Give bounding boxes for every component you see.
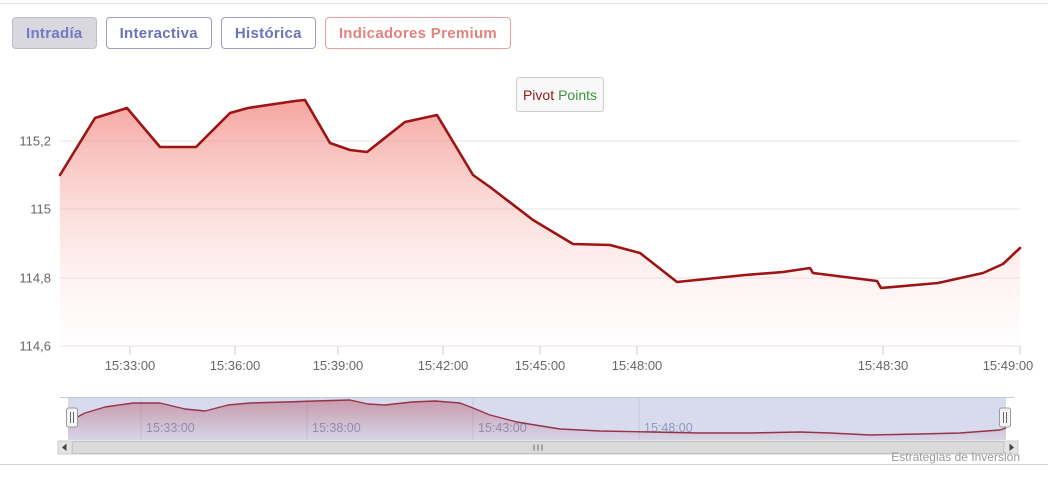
tab-indicadores-premium[interactable]: Indicadores Premium (324, 17, 512, 49)
pivot-points-label-pivot: Pivot (522, 86, 555, 103)
navigator-curve (67, 399, 1007, 436)
top-divider (0, 3, 1048, 4)
navigator-area (68, 400, 1006, 440)
x-axis-label: 15:48:00 (612, 358, 663, 373)
x-axis-label: 15:39:00 (313, 358, 364, 373)
x-axis-label: 15:42:00 (418, 358, 469, 373)
y-axis-label: 115,2 (19, 134, 51, 149)
navigator-right-handle[interactable] (999, 407, 1011, 428)
scrollbar-grip-icon[interactable] (533, 444, 543, 451)
x-axis-label: 15:36:00 (210, 358, 261, 373)
chart-scrollbar[interactable] (57, 440, 1019, 455)
scrollbar-left-arrow-icon[interactable] (57, 440, 73, 455)
y-axis-label: 114,6 (19, 339, 51, 354)
scrollbar-right-arrow-icon[interactable] (1003, 440, 1019, 455)
pivot-points-button[interactable]: Pivot Points (516, 77, 604, 112)
tab-historica[interactable]: Histórica (220, 17, 316, 49)
chart-tabs: Intradía Interactiva Histórica Indicador… (12, 17, 512, 49)
bottom-divider (0, 464, 1048, 465)
y-axis-label: 115 (30, 202, 51, 217)
chart-axes: 115,2 115 114,8 114,6 15:33:00 15:36:00 15:39:… (19, 134, 1033, 374)
tab-interactiva[interactable]: Interactiva (105, 17, 212, 49)
x-axis-label: 15:49:00 (983, 358, 1034, 373)
x-axis-label: 15:45:00 (515, 358, 566, 373)
tab-intradia[interactable]: Intradía (12, 17, 97, 49)
x-axis-label: 15:48:30 (858, 358, 909, 373)
chart-series (58, 98, 1022, 346)
price-line (58, 98, 1022, 290)
price-area (60, 100, 1020, 346)
pivot-points-label-points: Points (558, 86, 598, 103)
x-axis-label: 15:33:00 (105, 358, 156, 373)
chart-credits[interactable]: Estrategias de Inversión (891, 450, 1020, 464)
navigator-left-handle[interactable] (66, 407, 78, 428)
y-axis-label: 114,8 (19, 271, 51, 286)
